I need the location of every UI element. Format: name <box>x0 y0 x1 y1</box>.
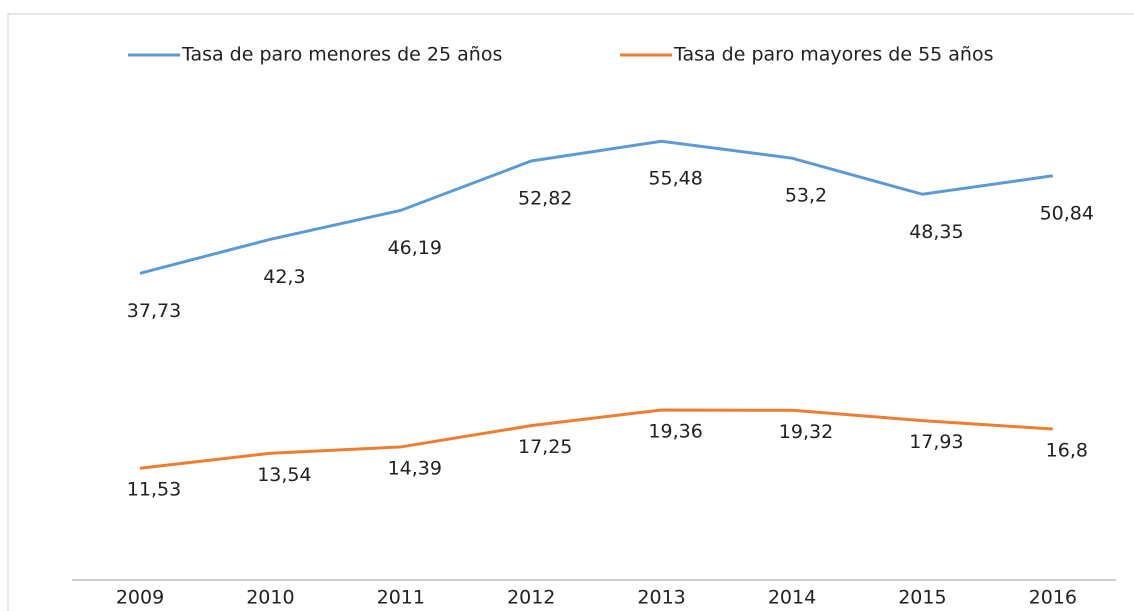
data-label: 46,19 <box>388 237 442 259</box>
data-label: 55,48 <box>648 168 702 190</box>
x-tick-label: 2013 <box>637 587 685 609</box>
data-label: 14,39 <box>388 457 442 479</box>
x-tick-label: 2009 <box>116 587 164 609</box>
legend-label: Tasa de paro mayores de 55 años <box>673 44 994 66</box>
x-tick-label: 2014 <box>768 587 816 609</box>
data-label: 19,36 <box>648 420 702 442</box>
data-label: 53,2 <box>785 185 827 207</box>
legend-label: Tasa de paro menores de 25 años <box>181 44 502 66</box>
x-tick-label: 2012 <box>507 587 555 609</box>
x-tick-label: 2011 <box>377 587 425 609</box>
data-label: 16,8 <box>1046 440 1088 462</box>
x-tick-label: 2016 <box>1029 587 1077 609</box>
data-label: 17,93 <box>909 431 963 453</box>
data-label: 19,32 <box>779 421 833 443</box>
line-series <box>139 139 1054 275</box>
data-label: 17,25 <box>518 436 572 458</box>
x-tick-label: 2015 <box>898 587 946 609</box>
data-label: 50,84 <box>1040 202 1094 224</box>
data-label: 11,53 <box>127 479 181 501</box>
data-label: 13,54 <box>257 464 311 486</box>
x-tick-label: 2010 <box>246 587 294 609</box>
data-label: 42,3 <box>263 266 305 288</box>
data-label: 52,82 <box>518 188 572 210</box>
data-label: 48,35 <box>909 221 963 243</box>
line-series <box>139 408 1053 470</box>
data-label: 37,73 <box>127 300 181 322</box>
chart-border <box>7 13 1134 611</box>
